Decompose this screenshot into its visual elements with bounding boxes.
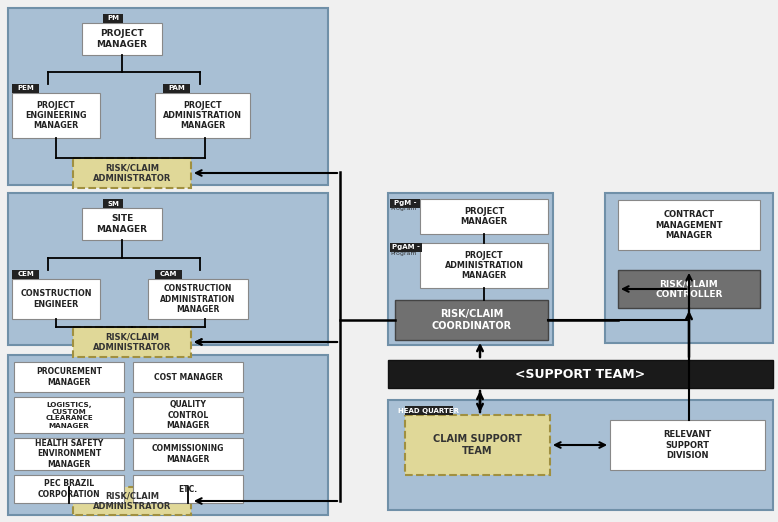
Text: COMMISSIONING
MANAGER: COMMISSIONING MANAGER: [152, 444, 224, 464]
Text: CONSTRUCTION
ADMINISTRATION
MANAGER: CONSTRUCTION ADMINISTRATION MANAGER: [160, 284, 236, 314]
Text: PROJECT
MANAGER: PROJECT MANAGER: [96, 29, 148, 49]
FancyBboxPatch shape: [618, 200, 760, 250]
Text: RISK/CLAIM
ADMINISTRATOR: RISK/CLAIM ADMINISTRATOR: [93, 491, 171, 511]
FancyBboxPatch shape: [73, 487, 191, 515]
Text: PROJECT
ADMINISTRATION
MANAGER: PROJECT ADMINISTRATION MANAGER: [163, 101, 242, 130]
Text: RELEVANT
SUPPORT
DIVISION: RELEVANT SUPPORT DIVISION: [664, 430, 712, 460]
FancyBboxPatch shape: [420, 199, 548, 234]
Text: RISK/CLAIM
COORDINATOR: RISK/CLAIM COORDINATOR: [432, 309, 512, 331]
FancyBboxPatch shape: [12, 93, 100, 138]
Text: PROJECT
ADMINISTRATION
MANAGER: PROJECT ADMINISTRATION MANAGER: [444, 251, 524, 280]
Text: ETC.: ETC.: [178, 484, 198, 493]
Text: PgM -: PgM -: [394, 200, 416, 207]
FancyBboxPatch shape: [133, 397, 243, 433]
Text: SITE
MANAGER: SITE MANAGER: [96, 215, 148, 234]
Text: PEC BRAZIL
CORPORATION: PEC BRAZIL CORPORATION: [37, 479, 100, 499]
Text: CLAIM SUPPORT
TEAM: CLAIM SUPPORT TEAM: [433, 434, 522, 456]
FancyBboxPatch shape: [388, 193, 553, 345]
Text: RISK/CLAIM
CONTROLLER: RISK/CLAIM CONTROLLER: [655, 279, 723, 299]
FancyBboxPatch shape: [405, 406, 453, 415]
Text: RISK/CLAIM
ADMINISTRATOR: RISK/CLAIM ADMINISTRATOR: [93, 333, 171, 352]
FancyBboxPatch shape: [605, 193, 773, 343]
Text: <SUPPORT TEAM>: <SUPPORT TEAM>: [515, 367, 645, 381]
FancyBboxPatch shape: [82, 23, 162, 55]
FancyBboxPatch shape: [12, 279, 100, 319]
Text: CEM: CEM: [17, 271, 34, 278]
Text: PEM: PEM: [17, 86, 34, 91]
FancyBboxPatch shape: [618, 270, 760, 308]
Text: Program: Program: [390, 206, 416, 211]
Text: CONTRACT
MANAGEMENT
MANAGER: CONTRACT MANAGEMENT MANAGER: [655, 210, 723, 240]
Text: PROCUREMENT
MANAGER: PROCUREMENT MANAGER: [36, 367, 102, 387]
FancyBboxPatch shape: [390, 199, 420, 208]
FancyBboxPatch shape: [14, 438, 124, 470]
Text: COST MANAGER: COST MANAGER: [153, 373, 223, 382]
FancyBboxPatch shape: [14, 397, 124, 433]
FancyBboxPatch shape: [155, 93, 250, 138]
Text: SM: SM: [107, 200, 119, 207]
FancyBboxPatch shape: [8, 8, 328, 185]
FancyBboxPatch shape: [395, 300, 548, 340]
FancyBboxPatch shape: [405, 415, 550, 475]
Text: HEALTH SAFETY
ENVIRONMENT
MANAGER: HEALTH SAFETY ENVIRONMENT MANAGER: [35, 439, 103, 469]
FancyBboxPatch shape: [82, 208, 162, 240]
FancyBboxPatch shape: [103, 14, 123, 23]
FancyBboxPatch shape: [163, 84, 190, 93]
FancyBboxPatch shape: [148, 279, 248, 319]
Text: CONSTRUCTION
ENGINEER: CONSTRUCTION ENGINEER: [20, 289, 92, 309]
Text: RISK/CLAIM
ADMINISTRATOR: RISK/CLAIM ADMINISTRATOR: [93, 163, 171, 183]
FancyBboxPatch shape: [14, 475, 124, 503]
FancyBboxPatch shape: [8, 193, 328, 345]
FancyBboxPatch shape: [133, 475, 243, 503]
Text: PROJECT
ENGINEERING
MANAGER: PROJECT ENGINEERING MANAGER: [25, 101, 87, 130]
FancyBboxPatch shape: [388, 360, 773, 388]
Text: QUALITY
CONTROL
MANAGER: QUALITY CONTROL MANAGER: [166, 400, 210, 430]
FancyBboxPatch shape: [12, 84, 39, 93]
Text: LOGISTICS,
CUSTOM
CLEARANCE
MANAGER: LOGISTICS, CUSTOM CLEARANCE MANAGER: [45, 401, 93, 429]
FancyBboxPatch shape: [103, 199, 123, 208]
FancyBboxPatch shape: [610, 420, 765, 470]
FancyBboxPatch shape: [390, 243, 422, 252]
FancyBboxPatch shape: [73, 327, 191, 357]
Text: Program: Program: [390, 251, 416, 256]
FancyBboxPatch shape: [155, 270, 182, 279]
FancyBboxPatch shape: [420, 243, 548, 288]
Text: HEAD QUARTER: HEAD QUARTER: [398, 408, 460, 413]
Text: PAM: PAM: [168, 86, 185, 91]
Text: PgAM -: PgAM -: [392, 244, 420, 251]
FancyBboxPatch shape: [133, 362, 243, 392]
FancyBboxPatch shape: [12, 270, 39, 279]
FancyBboxPatch shape: [73, 158, 191, 188]
FancyBboxPatch shape: [388, 400, 773, 510]
FancyBboxPatch shape: [133, 438, 243, 470]
FancyBboxPatch shape: [14, 362, 124, 392]
Text: PROJECT
MANAGER: PROJECT MANAGER: [461, 207, 507, 226]
FancyBboxPatch shape: [8, 355, 328, 515]
Text: CAM: CAM: [159, 271, 177, 278]
Text: PM: PM: [107, 16, 119, 21]
